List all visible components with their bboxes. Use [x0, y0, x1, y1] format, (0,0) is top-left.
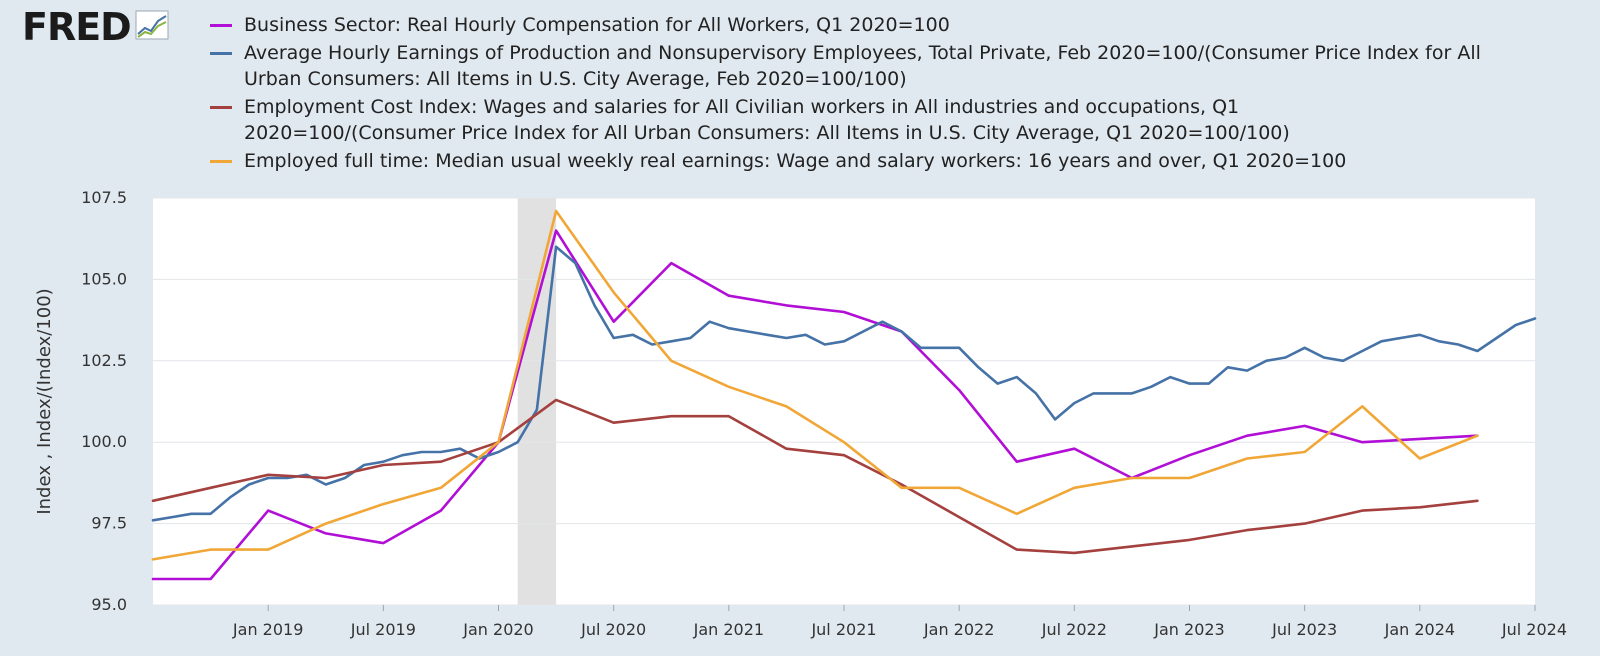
series-line-4 — [151, 209, 1479, 561]
x-tick-label: Jul 2024 — [1501, 620, 1567, 639]
legend-entry-median-weekly-earnings[interactable]: Employed full time: Median usual weekly … — [210, 148, 1506, 174]
fred-chart-icon — [135, 10, 169, 40]
y-tick-label: 97.5 — [91, 514, 127, 533]
x-tick-label: Jan 2020 — [462, 620, 533, 639]
y-tick-label: 100.0 — [81, 432, 127, 451]
x-tick-label: Jul 2020 — [580, 620, 646, 639]
series-line-3 — [151, 398, 1479, 555]
y-axis-label: Index , Index/(Index/100) — [34, 288, 55, 514]
fred-logo-text: FRED — [22, 5, 132, 49]
y-tick-label: 107.5 — [81, 188, 127, 207]
legend-entry-business-sector[interactable]: Business Sector: Real Hourly Compensatio… — [210, 12, 1506, 38]
y-tick-label: 95.0 — [91, 595, 127, 614]
fred-logo[interactable]: FRED — [22, 6, 169, 48]
legend-label: Employment Cost Index: Wages and salarie… — [244, 96, 1290, 144]
x-tick-label: Jan 2022 — [923, 620, 994, 639]
legend-swatch — [210, 106, 232, 109]
x-tick-label: Jan 2023 — [1153, 620, 1224, 639]
legend-entry-employment-cost-index[interactable]: Employment Cost Index: Wages and salarie… — [210, 94, 1506, 146]
x-tick-label: Jan 2024 — [1384, 620, 1455, 639]
series-line-2 — [151, 245, 1537, 522]
legend-label: Business Sector: Real Hourly Compensatio… — [244, 14, 950, 36]
legend-entry-average-hourly-earnings[interactable]: Average Hourly Earnings of Production an… — [210, 40, 1506, 92]
x-tick-label: Jul 2021 — [810, 620, 876, 639]
legend-swatch — [210, 24, 232, 27]
series-line-1 — [151, 229, 1479, 581]
legend-label: Employed full time: Median usual weekly … — [244, 150, 1347, 172]
chart-legend: Business Sector: Real Hourly Compensatio… — [210, 12, 1506, 176]
x-tick-label: Jul 2023 — [1271, 620, 1337, 639]
legend-label: Average Hourly Earnings of Production an… — [244, 42, 1481, 90]
x-tick-label: Jan 2021 — [693, 620, 764, 639]
legend-swatch — [210, 52, 232, 55]
y-tick-label: 102.5 — [81, 351, 127, 370]
x-tick-label: Jul 2022 — [1041, 620, 1107, 639]
legend-swatch — [210, 160, 232, 163]
x-tick-label: Jul 2019 — [350, 620, 416, 639]
plot-area — [153, 198, 1535, 605]
x-tick-label: Jan 2019 — [232, 620, 303, 639]
y-tick-label: 105.0 — [81, 269, 127, 288]
